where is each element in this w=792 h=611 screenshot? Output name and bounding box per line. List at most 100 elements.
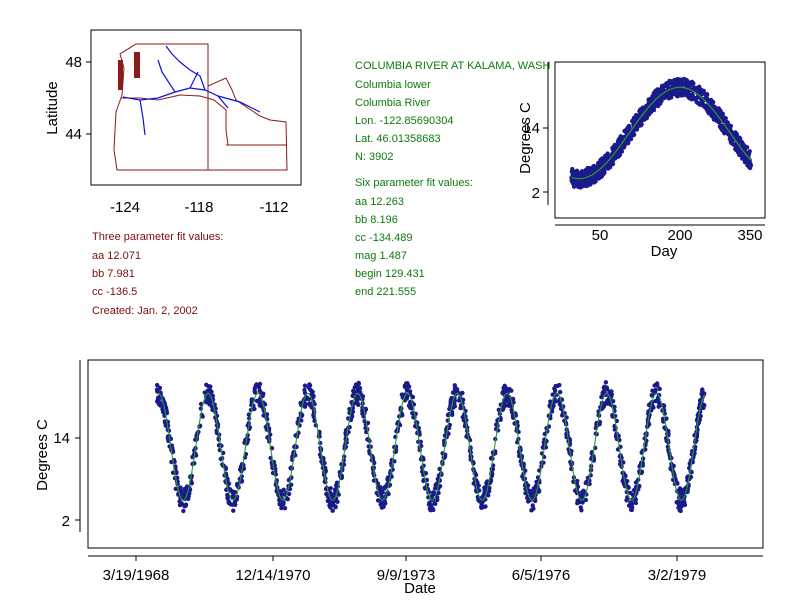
- tributary-1: [189, 71, 199, 89]
- time-point: [506, 402, 511, 407]
- time-point: [479, 505, 484, 510]
- day-x-label: Day: [651, 243, 678, 260]
- day-point: [621, 145, 626, 150]
- time-point: [154, 387, 160, 392]
- time-point: [356, 380, 361, 386]
- six-fit-value-6: end 221.555: [355, 286, 417, 298]
- map-coast-marks: [118, 52, 140, 90]
- map-frame: [90, 29, 302, 186]
- day-chart-frame: [554, 61, 766, 219]
- map-x-tick-112: -112: [260, 199, 289, 216]
- time-point: [435, 497, 440, 503]
- time-point: [583, 497, 589, 503]
- day-point: [638, 107, 643, 112]
- time-point: [331, 493, 337, 498]
- map-x-tick-124: -124: [110, 199, 140, 216]
- station-line-4: Lat. 46.01358683: [355, 133, 441, 145]
- day-point: [747, 149, 752, 154]
- time-point: [549, 409, 555, 414]
- map-y-tick-44: 44: [65, 126, 82, 143]
- day-point: [672, 80, 677, 86]
- time-point: [226, 500, 231, 506]
- time-point: [225, 495, 230, 501]
- time-point: [601, 403, 607, 408]
- day-chart-points: [569, 76, 754, 190]
- map-rivers: [122, 45, 261, 136]
- day-x-tick-50: 50: [592, 227, 609, 244]
- time-point: [628, 500, 633, 505]
- day-x-tick-200: 200: [667, 227, 692, 244]
- day-point: [682, 82, 687, 87]
- time-point: [208, 384, 213, 389]
- day-point: [638, 123, 644, 128]
- time-point: [400, 413, 405, 418]
- day-point: [732, 142, 737, 147]
- map-y-axis: 48 44 Latitude: [44, 54, 91, 143]
- time-point: [653, 398, 658, 404]
- day-point: [617, 152, 623, 158]
- time-point: [308, 403, 313, 408]
- day-point: [739, 140, 745, 145]
- map-borders: [113, 43, 288, 171]
- day-point: [590, 164, 596, 170]
- time-point: [205, 388, 210, 393]
- day-point: [644, 103, 649, 109]
- time-point: [657, 386, 662, 392]
- time-x-tick-label: 9/9/1973: [377, 567, 435, 584]
- time-point: [677, 508, 683, 513]
- time-point: [649, 393, 654, 398]
- station-line-1: Columbia lower: [355, 79, 431, 91]
- willamette-river: [139, 99, 146, 136]
- time-point: [677, 486, 683, 491]
- time-point: [381, 501, 386, 507]
- day-y-label: Degrees C: [517, 102, 534, 174]
- time-point: [302, 383, 308, 388]
- time-series-chart: 14 2 Degrees C 3/19/1968 12/14/1970 9/9/19…: [34, 359, 764, 597]
- three-fit-value-3: cc -136.5: [92, 286, 138, 298]
- time-point: [509, 388, 514, 393]
- time-point: [402, 383, 408, 388]
- time-point: [450, 390, 456, 395]
- day-point: [599, 166, 604, 172]
- day-point: [689, 96, 694, 101]
- time-point: [252, 406, 257, 412]
- time-point: [249, 397, 254, 402]
- time-x-label: Date: [404, 580, 436, 597]
- time-point: [355, 400, 360, 405]
- upper-columbia: [165, 45, 206, 91]
- time-point: [600, 391, 605, 396]
- time-point: [331, 502, 336, 508]
- day-point: [655, 103, 660, 108]
- time-point: [604, 386, 610, 392]
- day-point: [685, 84, 691, 89]
- day-point: [726, 124, 732, 129]
- time-point: [433, 501, 438, 506]
- time-point: [429, 493, 435, 499]
- time-point: [309, 388, 314, 393]
- time-point: [530, 503, 535, 508]
- day-point: [615, 143, 620, 149]
- time-point: [278, 489, 284, 495]
- time-point: [386, 491, 391, 497]
- day-point: [607, 165, 613, 170]
- day-point: [729, 140, 734, 146]
- coast-mark: [118, 60, 123, 90]
- day-point: [722, 119, 727, 124]
- time-point: [578, 505, 583, 510]
- time-point: [335, 499, 340, 504]
- six-fit-title: Six parameter fit values:: [355, 177, 473, 189]
- columbia-river: [122, 87, 229, 109]
- time-point: [624, 498, 629, 503]
- map-y-tick-48: 48: [65, 54, 82, 71]
- day-point: [694, 99, 699, 105]
- day-point: [689, 79, 695, 85]
- day-point: [719, 126, 724, 132]
- time-point: [179, 501, 184, 507]
- day-point: [664, 93, 669, 98]
- time-point: [354, 384, 359, 389]
- time-point: [560, 413, 565, 418]
- time-point: [330, 508, 335, 513]
- day-point: [647, 99, 652, 104]
- day-point: [599, 173, 605, 178]
- time-point: [656, 404, 661, 409]
